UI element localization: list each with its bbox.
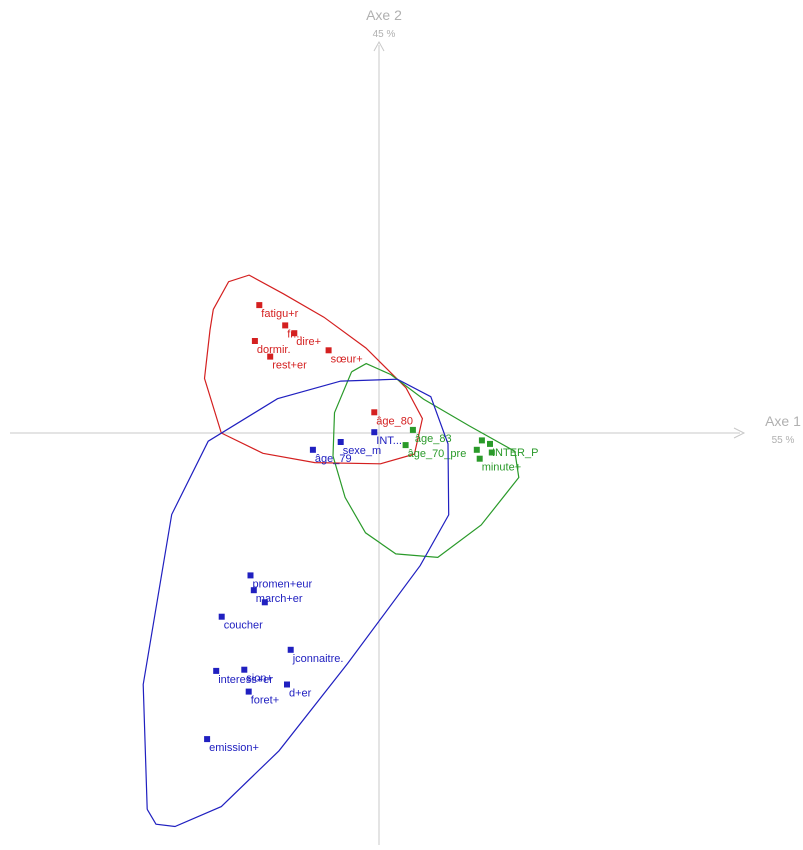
data-point bbox=[287, 646, 294, 653]
data-point bbox=[478, 437, 485, 444]
point-label: INTER_P bbox=[492, 447, 538, 459]
point-label: promen+eur bbox=[253, 578, 313, 590]
x-axis-arrow bbox=[733, 427, 746, 439]
y-axis-label: Axe 2 bbox=[366, 7, 402, 23]
series-2: âge_79sexe_mINT...promen+eurmarch+ercouc… bbox=[142, 378, 450, 828]
data-point bbox=[291, 330, 298, 337]
data-point bbox=[241, 666, 248, 673]
data-point bbox=[473, 446, 480, 453]
point-label: sœur+ bbox=[331, 353, 363, 365]
y-axis-percent: 45 % bbox=[373, 29, 396, 40]
data-point bbox=[261, 599, 268, 606]
point-label: sexe_m bbox=[343, 445, 382, 457]
x-axis-label: Axe 1 bbox=[765, 413, 801, 429]
data-point bbox=[325, 347, 332, 354]
data-point bbox=[337, 439, 344, 445]
data-point bbox=[204, 736, 211, 743]
point-label: d+er bbox=[289, 688, 312, 700]
series-1-hull bbox=[332, 362, 520, 559]
point-label: jconnaitre. bbox=[292, 653, 344, 665]
series-2-hull bbox=[142, 378, 450, 828]
point-label: interess+er bbox=[218, 674, 273, 686]
point-label: âge_83 bbox=[415, 433, 452, 445]
point-label: minute+ bbox=[482, 462, 521, 474]
point-label: INT... bbox=[376, 435, 402, 447]
data-point bbox=[488, 449, 495, 456]
data-point bbox=[245, 688, 252, 695]
point-label: dire+ bbox=[296, 336, 321, 348]
data-point bbox=[247, 572, 254, 579]
point-label: âge_70_pre bbox=[408, 448, 467, 460]
series-0-hull bbox=[203, 274, 424, 465]
data-point bbox=[487, 440, 493, 447]
data-point bbox=[309, 446, 316, 453]
data-point bbox=[256, 302, 263, 309]
point-label: âge_80 bbox=[376, 415, 413, 427]
point-label: coucher bbox=[224, 620, 263, 632]
point-label: fatigu+r bbox=[261, 308, 298, 320]
data-point bbox=[476, 455, 483, 462]
point-label: foret+ bbox=[251, 695, 279, 707]
chart-marks: fatigu+rfr...dire+dormir.rest+ersœur+âge… bbox=[142, 274, 538, 828]
point-label: rest+er bbox=[272, 360, 307, 372]
series-1: âge_83 âge_70_pre INTER_P minute+ bbox=[332, 362, 538, 559]
point-label: sion+ bbox=[246, 673, 273, 685]
data-point bbox=[282, 322, 289, 329]
data-point bbox=[250, 587, 257, 594]
data-point bbox=[409, 426, 416, 433]
point-label: dormir. bbox=[257, 344, 291, 356]
data-point bbox=[371, 429, 378, 436]
data-point bbox=[402, 442, 409, 449]
x-axis-percent: 55 % bbox=[772, 435, 795, 446]
series-0: fatigu+rfr...dire+dormir.rest+ersœur+âge… bbox=[203, 274, 424, 465]
data-point bbox=[213, 667, 220, 674]
y-axis-arrow bbox=[373, 40, 385, 52]
data-point bbox=[371, 409, 378, 416]
data-point bbox=[284, 681, 290, 688]
data-point bbox=[251, 338, 258, 344]
point-label: âge_79 bbox=[315, 453, 352, 465]
data-point bbox=[218, 613, 225, 620]
point-label: emission+ bbox=[209, 742, 259, 754]
data-point bbox=[267, 353, 274, 360]
